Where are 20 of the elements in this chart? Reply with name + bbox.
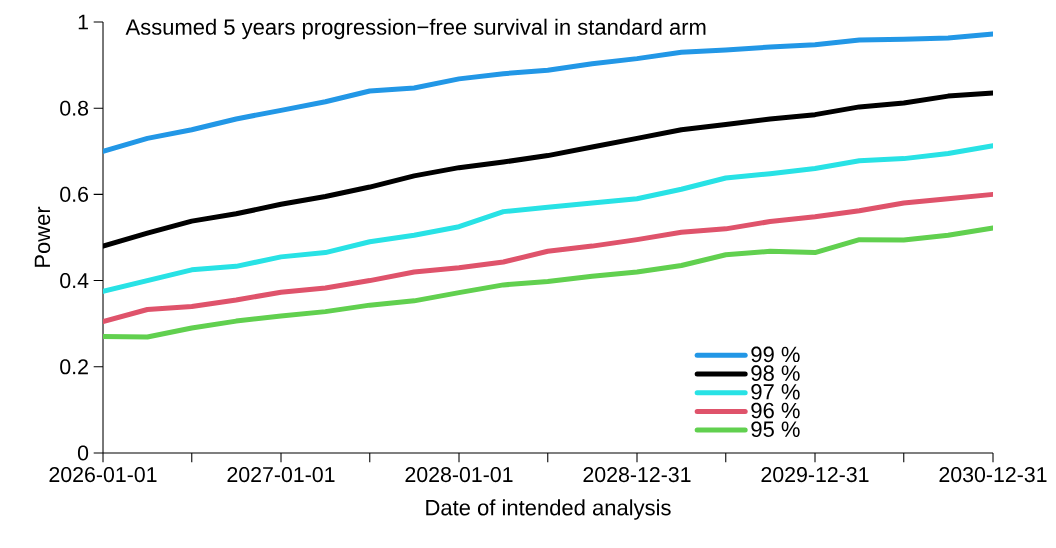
x-tick-label: 2028-12-31: [583, 467, 691, 483]
y-axis-title: Power: [34, 206, 51, 267]
y-tick-label: 0.6: [60, 186, 89, 202]
y-tick-label: 1: [78, 14, 88, 30]
legend-label: 98 %: [751, 365, 800, 381]
y-tick-label: 0.4: [60, 273, 89, 289]
y-tick-label: 0.2: [60, 359, 88, 375]
chart-title: Assumed 5 years progression−free survival in standard arm: [125, 18, 706, 40]
legend-label: 99 %: [751, 346, 800, 363]
legend-label: 97 %: [751, 384, 800, 400]
x-tick-label: 2029-12-31: [761, 467, 869, 483]
x-axis-title: Date of intended analysis: [426, 499, 671, 520]
legend-label: 95 %: [751, 421, 800, 437]
y-tick-label: 0.8: [60, 100, 89, 116]
x-tick-label: 2030-12-31: [939, 467, 1047, 483]
x-tick-label: 2026-01-01: [49, 467, 157, 483]
x-tick-label: 2027-01-01: [227, 467, 335, 483]
legend-label: 96 %: [751, 402, 800, 419]
x-tick-label: 2028-01-01: [405, 467, 513, 483]
y-tick-label: 0: [77, 445, 89, 461]
